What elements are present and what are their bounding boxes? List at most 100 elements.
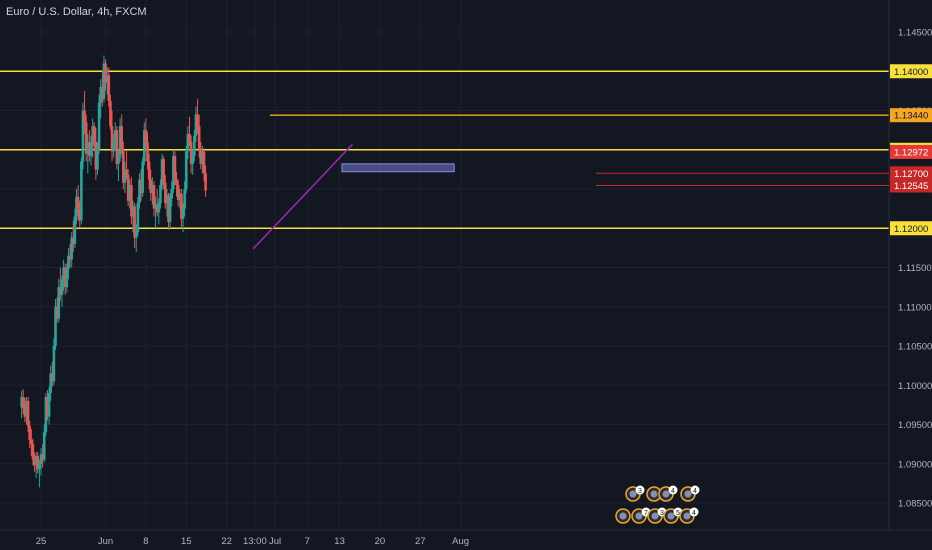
candle-body (120, 126, 123, 150)
candle-body (188, 134, 191, 142)
candle-body (196, 114, 199, 127)
candle-body (204, 173, 207, 191)
candle-body (54, 306, 57, 346)
candle-body (88, 141, 91, 157)
candle-body (147, 161, 151, 180)
candle-body (170, 189, 174, 199)
level-price-label: 1.14000 (894, 67, 928, 78)
candle-body (62, 267, 65, 280)
candle-body (44, 397, 48, 433)
candle-body (101, 86, 104, 99)
candle-body (125, 169, 128, 175)
candle-body (146, 141, 149, 162)
candle-body (183, 189, 186, 209)
candle-body (25, 400, 28, 417)
candle-body (110, 126, 114, 152)
candle-body (112, 140, 115, 152)
price-tick-label: 1.09500 (898, 420, 932, 431)
level-price-tag (890, 221, 932, 236)
candle-body (194, 114, 198, 136)
price-tick-label: 1.08500 (898, 499, 932, 510)
price-tag-label: 1.12545 (894, 181, 928, 192)
time-tick-label: Jun (98, 536, 113, 547)
candle-body (113, 130, 117, 141)
candle-body (151, 185, 154, 193)
price-tick-label: 1.11000 (898, 302, 932, 313)
candle-body (165, 195, 169, 204)
candle-body (173, 156, 177, 180)
candle-body (60, 279, 64, 295)
candle-body (157, 203, 161, 213)
candle-body (50, 373, 54, 382)
trendline[interactable] (252, 143, 354, 250)
candle-body (83, 110, 86, 123)
avatar-glyph (619, 512, 627, 520)
candle-body (152, 185, 156, 209)
time-tick-label: 27 (415, 536, 426, 547)
candle-body (81, 110, 85, 162)
badge-count: 3 (638, 488, 642, 495)
candle-body (191, 156, 195, 164)
time-axis[interactable]: 25 Jun 8 15 22 13:00 Jul 7 13 20 27 Aug (36, 536, 469, 547)
candle-body (49, 373, 52, 394)
candle-body (117, 157, 120, 164)
candle-body (168, 198, 172, 222)
candle-body (42, 432, 46, 460)
candle-body (96, 149, 99, 170)
time-tick-label: 13 (334, 536, 345, 547)
badge-count: 5 (676, 510, 680, 517)
candle-body (55, 306, 59, 319)
price-tag-box (890, 178, 932, 193)
candle-body (65, 269, 69, 288)
candle-body (28, 426, 32, 441)
candle-body (136, 203, 140, 233)
candle-body (68, 255, 72, 260)
candle-body (199, 149, 203, 164)
ideas-badges[interactable]: 3 4 4 7 3 5 4 (615, 485, 700, 524)
price-tick-label: 1.10000 (898, 381, 932, 392)
candle-body (123, 169, 127, 183)
badge-count-bg (690, 485, 700, 495)
trendline-line[interactable] (252, 143, 354, 250)
avatar-glyph (684, 490, 692, 498)
avatar-glyph (650, 490, 658, 498)
candles (20, 55, 207, 488)
badge-count: 3 (660, 510, 664, 517)
candle-body (184, 151, 188, 189)
demand-zone[interactable] (341, 163, 455, 173)
candle-body (131, 206, 135, 217)
avatar-glyph (683, 512, 691, 520)
level-price-tag (890, 64, 932, 79)
candle-body (86, 141, 90, 154)
candle-body (20, 397, 23, 408)
candle-body (71, 237, 75, 244)
candle-body (57, 287, 61, 319)
candle-body (193, 135, 196, 157)
avatar-glyph (651, 512, 659, 520)
candle-body (34, 455, 38, 466)
candle-body (118, 126, 122, 158)
candle-body (41, 454, 44, 460)
candle-body (176, 185, 180, 200)
avatar-glyph (635, 512, 643, 520)
symbol-title: Euro / U.S. Dollar, 4h, FXCM (6, 6, 147, 18)
candle-body (23, 408, 27, 417)
time-tick-label: Aug (452, 536, 469, 547)
candle-body (122, 149, 125, 183)
candle-body (102, 63, 106, 99)
price-tick-label: 1.14500 (898, 28, 932, 39)
candle-body (26, 400, 30, 427)
candle-body (186, 134, 190, 152)
candle-body (30, 440, 33, 445)
candle-body (128, 185, 132, 201)
zone-rect[interactable] (341, 163, 455, 173)
candle-body (38, 463, 41, 470)
candle-body (197, 126, 201, 150)
candle-body (36, 455, 40, 470)
time-tick-label: 13:00 (243, 536, 267, 547)
avatar-glyph (629, 490, 637, 498)
badge-count-bg (635, 485, 645, 495)
candle-body (46, 397, 49, 417)
